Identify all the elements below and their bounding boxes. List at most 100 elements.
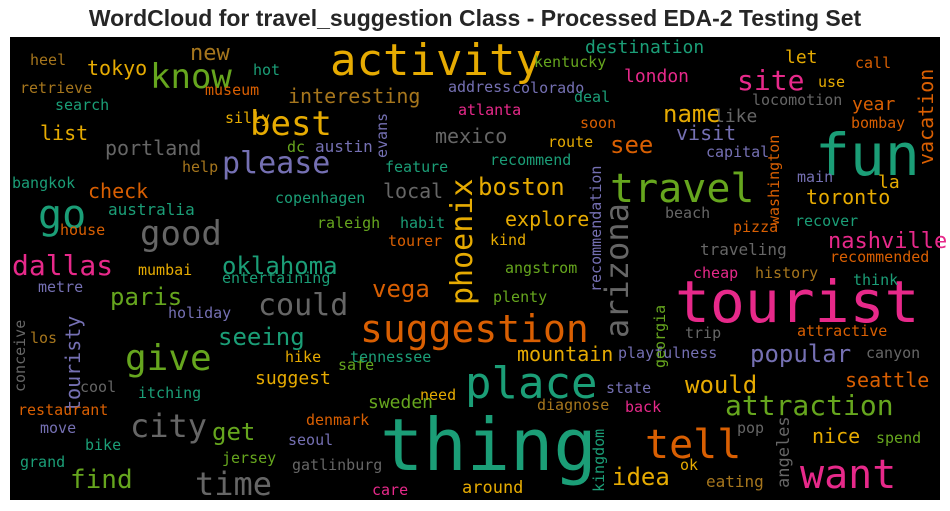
word: recommended <box>830 248 929 266</box>
word: visit <box>676 121 736 145</box>
word: jersey <box>222 449 276 467</box>
word: holiday <box>168 304 231 322</box>
word: touristy <box>61 316 85 412</box>
word: trip <box>685 324 721 342</box>
word: georgia <box>651 305 669 368</box>
word: restaurant <box>18 401 108 419</box>
word: beach <box>665 204 710 222</box>
word: best <box>250 104 332 144</box>
word: bangkok <box>12 174 75 192</box>
word: canyon <box>866 344 920 362</box>
word: fun <box>815 121 920 189</box>
word: suggestion <box>360 307 589 351</box>
word: arizona <box>598 203 636 338</box>
word: mountain <box>517 342 613 366</box>
word: spend <box>876 429 921 447</box>
word: like <box>714 106 757 127</box>
word: boston <box>478 173 565 201</box>
cloud-background <box>10 37 940 500</box>
word: let <box>785 47 818 68</box>
word: nice <box>812 424 860 448</box>
word: care <box>372 481 408 499</box>
word: tourer <box>388 232 442 250</box>
word: oklahoma <box>222 252 338 280</box>
word: heel <box>30 51 66 69</box>
word: mexico <box>435 124 507 148</box>
title: WordCloud for travel_suggestion Class - … <box>89 5 862 31</box>
word: dallas <box>12 249 113 282</box>
word: move <box>40 419 76 437</box>
word: seattle <box>845 368 929 392</box>
word: colorado <box>512 79 584 97</box>
word: austin <box>315 137 373 156</box>
word: recover <box>795 212 858 230</box>
word: raleigh <box>317 214 380 232</box>
word: paris <box>110 283 182 311</box>
word: recommend <box>490 151 571 169</box>
word: help <box>182 158 218 176</box>
word: kentucky <box>534 53 606 71</box>
word: copenhagen <box>275 189 365 207</box>
word: pizza <box>733 218 778 236</box>
word: see <box>610 131 653 159</box>
word: year <box>852 94 896 115</box>
word: toronto <box>806 185 890 209</box>
word: feature <box>385 158 448 176</box>
word: attraction <box>725 389 894 422</box>
word: evans <box>373 113 391 158</box>
word: locomotion <box>752 91 842 109</box>
word: tokyo <box>87 56 147 80</box>
word: la <box>878 172 900 193</box>
word: capital <box>706 143 769 161</box>
word: safe <box>338 356 374 374</box>
word: name <box>663 100 721 128</box>
word: museum <box>205 81 259 99</box>
word: thing <box>380 403 597 487</box>
word: denmark <box>306 411 369 429</box>
word: house <box>60 221 105 239</box>
word: give <box>125 338 212 379</box>
word: check <box>88 179 148 203</box>
word: think <box>853 271 898 289</box>
word: call <box>855 54 891 72</box>
word: need <box>420 386 456 404</box>
word: playfulness <box>618 344 717 362</box>
word: good <box>140 214 222 254</box>
word: vega <box>372 275 430 303</box>
word: cheap <box>693 264 738 282</box>
word: atlanta <box>458 101 521 119</box>
word: metre <box>38 278 83 296</box>
word: please <box>222 146 330 181</box>
word: entertaining <box>222 269 330 287</box>
word: retrieve <box>20 79 92 97</box>
word: suggest <box>255 368 331 389</box>
word: interesting <box>288 84 420 108</box>
word: grand <box>20 453 65 471</box>
word: travel <box>610 166 755 212</box>
word: bike <box>85 436 121 454</box>
word: seoul <box>288 431 333 449</box>
word: want <box>800 452 896 498</box>
word: phoenix <box>445 179 480 305</box>
word: get <box>212 418 255 446</box>
word: use <box>818 73 845 91</box>
word: place <box>465 358 597 409</box>
word: tennessee <box>350 348 431 366</box>
word: gatlinburg <box>292 456 382 474</box>
word: hike <box>285 348 321 366</box>
word: city <box>130 407 207 445</box>
word: dc <box>287 138 305 156</box>
word: sweden <box>368 392 433 413</box>
word: ok <box>680 456 698 474</box>
word: new <box>190 41 230 66</box>
word: know <box>150 57 232 97</box>
word: could <box>258 288 348 323</box>
word: main <box>797 168 833 186</box>
word: angeles <box>774 416 794 488</box>
word: silly <box>225 109 270 127</box>
word: go <box>38 192 86 238</box>
word: list <box>40 121 88 145</box>
word: eating <box>706 472 764 491</box>
